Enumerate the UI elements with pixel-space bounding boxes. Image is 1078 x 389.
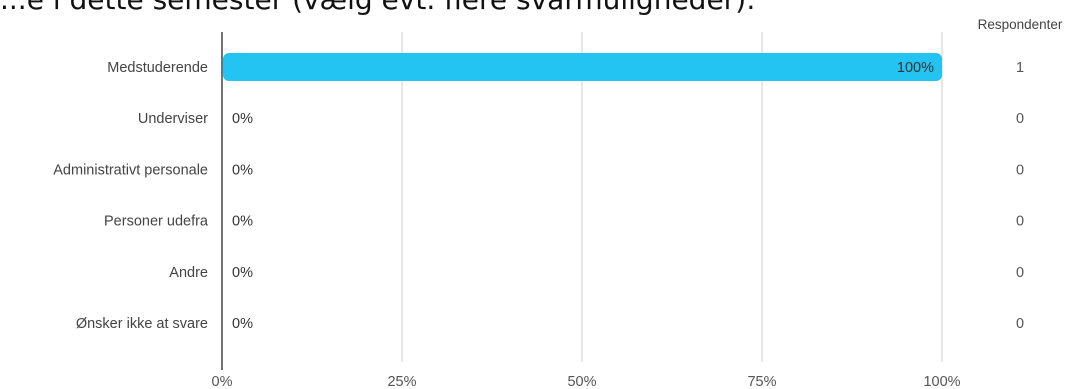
category-label: Underviser — [138, 111, 208, 127]
category-label: Administrativt personale — [53, 162, 208, 178]
chart-title: ...e i dette semester (vælg evt. flere s… — [0, 0, 756, 14]
respondent-count: 1 — [1016, 60, 1024, 76]
gridlines — [401, 32, 943, 362]
value-label: 0% — [232, 111, 253, 127]
category-label: Medstuderende — [107, 60, 208, 76]
x-tick-label: 50% — [567, 374, 596, 389]
respondents-column-header: Respondenter — [978, 17, 1063, 32]
respondent-counts: 1 0 0 0 0 0 — [1016, 60, 1024, 332]
x-tick-label: 0% — [212, 374, 233, 389]
bar — [223, 53, 942, 81]
respondent-count: 0 — [1016, 316, 1024, 332]
respondent-count: 0 — [1016, 214, 1024, 230]
respondent-count: 0 — [1016, 265, 1024, 281]
category-labels: Medstuderende Underviser Administrativt pe… — [53, 60, 209, 332]
value-labels: 100% 0% 0% 0% 0% 0% — [232, 60, 934, 332]
category-label: Ønsker ikke at svare — [76, 316, 208, 332]
category-label: Personer udefra — [104, 214, 209, 230]
value-label: 100% — [897, 60, 934, 76]
bars — [223, 53, 942, 81]
category-label: Andre — [169, 265, 208, 281]
respondent-count: 0 — [1016, 162, 1024, 178]
x-tick-label: 75% — [747, 374, 776, 389]
x-tick-label: 25% — [387, 374, 416, 389]
respondent-count: 0 — [1016, 111, 1024, 127]
value-label: 0% — [232, 214, 253, 230]
x-axis-tick-labels: 0% 25% 50% 75% 100% — [212, 374, 961, 389]
value-label: 0% — [232, 316, 253, 332]
value-label: 0% — [232, 265, 253, 281]
value-label: 0% — [232, 162, 253, 178]
x-tick-label: 100% — [923, 374, 960, 389]
